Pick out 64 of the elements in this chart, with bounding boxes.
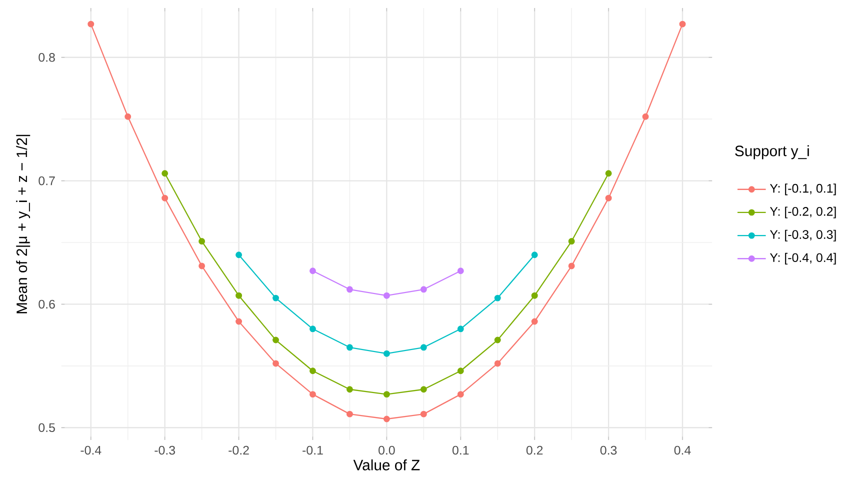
x-tick-label: 0.3 (600, 446, 617, 455)
point (310, 368, 316, 374)
point (531, 318, 538, 325)
point (420, 410, 427, 418)
point (198, 262, 206, 270)
point (457, 391, 464, 398)
y-tick-label: 0.8 (38, 52, 55, 62)
x-tick-label: -0.1 (302, 446, 323, 455)
point (88, 20, 94, 28)
point (346, 344, 353, 351)
y-tick-label: 0.7 (38, 176, 55, 186)
legend-label: Y: [-0.3, 0.3] (770, 230, 836, 242)
point (236, 292, 242, 299)
point (198, 238, 206, 244)
point (383, 292, 390, 299)
legend-label: Y: [-0.1, 0.1] (770, 184, 836, 196)
point (605, 170, 612, 177)
point (494, 336, 501, 344)
legend-title: Support y_i (735, 145, 809, 160)
point (383, 416, 390, 422)
point (494, 294, 501, 302)
point (531, 252, 538, 258)
point (162, 170, 168, 177)
point (420, 344, 427, 351)
point (642, 113, 649, 120)
point (568, 238, 575, 244)
x-tick-label: -0.4 (80, 446, 102, 455)
legend-label: Y: [-0.4, 0.4] (770, 252, 836, 264)
point (420, 386, 427, 393)
point (346, 286, 353, 293)
point (272, 294, 280, 302)
y-tick-label: 0.5 (38, 423, 55, 432)
point (531, 292, 538, 299)
point (605, 194, 612, 202)
point (236, 252, 242, 258)
point (420, 286, 427, 293)
legend-label: Y: [-0.2, 0.2] (770, 206, 836, 218)
point (310, 326, 316, 332)
point (457, 326, 464, 332)
x-tick-label: -0.2 (228, 446, 249, 455)
point (494, 360, 501, 367)
point (162, 194, 168, 202)
point (346, 386, 353, 393)
point (272, 336, 280, 344)
x-axis-title: Value of Z (353, 459, 420, 470)
point (679, 20, 686, 28)
point (272, 360, 280, 367)
point (383, 391, 390, 398)
point (124, 113, 132, 120)
point (568, 262, 575, 270)
point (236, 318, 242, 325)
point (457, 368, 464, 374)
y-axis-title: Mean of 2|μ + y_i + z − 1/2| (16, 134, 30, 314)
x-tick-label: 0.1 (452, 446, 469, 455)
point (310, 391, 316, 398)
point (457, 268, 464, 274)
x-tick-label: -0.3 (154, 446, 176, 455)
point (346, 410, 353, 418)
point (310, 268, 316, 274)
x-tick-label: 0.4 (674, 446, 691, 455)
x-tick-label: 0.0 (378, 446, 395, 455)
x-tick-label: 0.2 (526, 446, 543, 455)
y-tick-label: 0.6 (38, 300, 55, 309)
point (383, 350, 390, 357)
